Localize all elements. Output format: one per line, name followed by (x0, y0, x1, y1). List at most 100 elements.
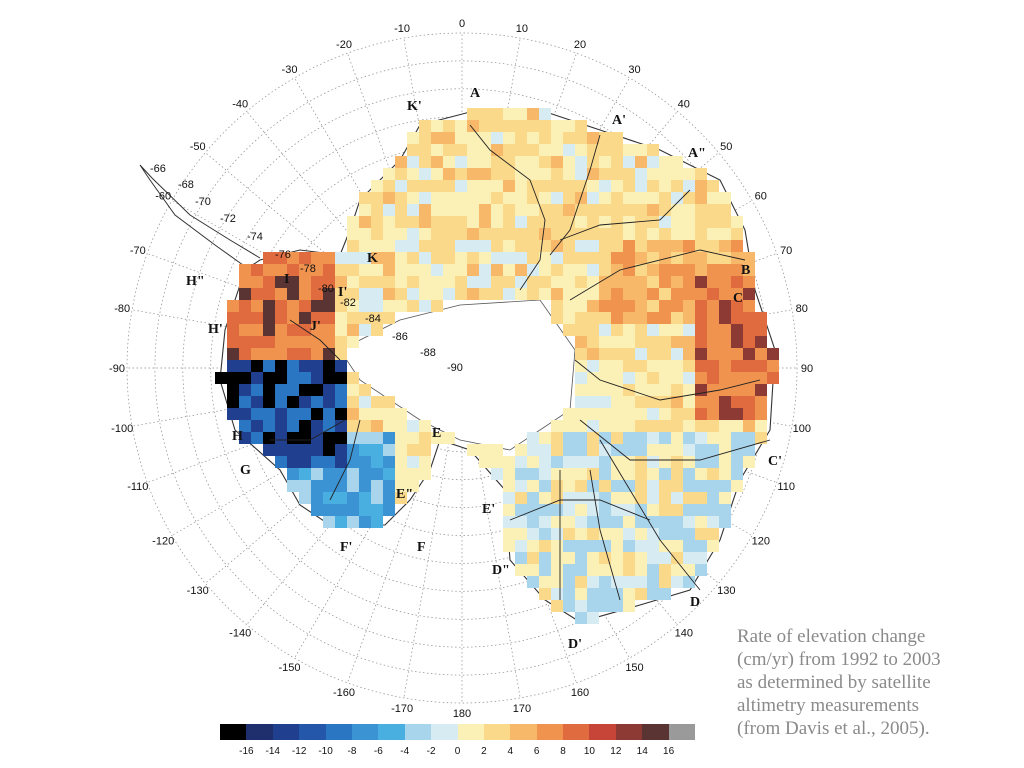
elevation-cell (419, 456, 431, 468)
elevation-cell (359, 432, 371, 444)
elevation-cell (671, 240, 683, 252)
elevation-cell (587, 528, 599, 540)
basin-label: A" (688, 146, 706, 161)
elevation-cell (479, 228, 491, 240)
elevation-cell (647, 468, 659, 480)
elevation-cell (251, 264, 263, 276)
elevation-cell (635, 228, 647, 240)
elevation-cell (287, 300, 299, 312)
elevation-cell (707, 252, 719, 264)
elevation-cell (251, 396, 263, 408)
elevation-cell (635, 396, 647, 408)
elevation-cell (419, 204, 431, 216)
elevation-cell (323, 408, 335, 420)
elevation-cell (671, 276, 683, 288)
elevation-cell (455, 276, 467, 288)
elevation-cell (467, 444, 479, 456)
elevation-cell (335, 324, 347, 336)
elevation-cell (695, 480, 707, 492)
elevation-cell (623, 564, 635, 576)
elevation-cell (359, 408, 371, 420)
colorbar-tick-label: -4 (400, 746, 410, 757)
elevation-cell (383, 312, 395, 324)
elevation-cell (551, 480, 563, 492)
elevation-cell (299, 312, 311, 324)
elevation-cell (611, 528, 623, 540)
elevation-cell (359, 324, 371, 336)
elevation-cell (263, 264, 275, 276)
elevation-cell (419, 264, 431, 276)
latitude-labels: -66 -68-70 -72 -74 -76 -78-80 -82 -84 -86 -88 -90 (150, 163, 463, 374)
longitude-label: -90 (109, 363, 125, 375)
colorbar-swatch (457, 724, 484, 740)
elevation-cell (419, 300, 431, 312)
colorbar-swatch (536, 724, 564, 740)
elevation-cell (611, 324, 623, 336)
elevation-cell (467, 132, 479, 144)
colorbar-tick-label: 2 (481, 746, 487, 757)
elevation-cell (527, 288, 539, 300)
elevation-cell (419, 276, 431, 288)
elevation-cell (647, 552, 659, 564)
elevation-cell (575, 120, 587, 132)
elevation-cell (575, 480, 587, 492)
elevation-cell (575, 528, 587, 540)
elevation-cell (635, 444, 647, 456)
elevation-cell (563, 408, 575, 420)
elevation-cell (323, 312, 335, 324)
elevation-cell (371, 444, 383, 456)
longitude-label: 50 (720, 141, 732, 153)
elevation-cell (563, 120, 575, 132)
elevation-cell (719, 396, 731, 408)
elevation-cell (611, 180, 623, 192)
elevation-cell (287, 408, 299, 420)
colorbar-swatch (299, 724, 326, 740)
longitude-label: -80 (114, 303, 130, 315)
elevation-cell (563, 468, 575, 480)
elevation-cell (527, 276, 539, 288)
caption-line: (from Davis et al., 2005). (737, 718, 930, 739)
elevation-cell (635, 300, 647, 312)
elevation-cell (611, 336, 623, 348)
elevation-cell (707, 432, 719, 444)
elevation-cell (539, 432, 551, 444)
elevation-cell (563, 264, 575, 276)
elevation-cell (635, 456, 647, 468)
elevation-cell (323, 348, 335, 360)
elevation-cell (491, 120, 503, 132)
elevation-cell (707, 324, 719, 336)
elevation-cell (419, 432, 431, 444)
elevation-cell (299, 264, 311, 276)
elevation-cell (251, 276, 263, 288)
elevation-cell (563, 456, 575, 468)
elevation-cell (731, 480, 743, 492)
elevation-cell (635, 468, 647, 480)
elevation-cell (239, 276, 251, 288)
elevation-cell (383, 180, 395, 192)
longitude-label: 180 (453, 708, 471, 720)
colorbar-swatch (431, 724, 458, 740)
elevation-cell (299, 384, 311, 396)
elevation-cell (599, 432, 611, 444)
elevation-cell (551, 156, 563, 168)
elevation-cell (275, 312, 287, 324)
colorbar-swatch (220, 724, 247, 740)
elevation-cell (335, 432, 347, 444)
elevation-cell (503, 276, 515, 288)
elevation-cell (371, 240, 383, 252)
elevation-cell (587, 420, 599, 432)
elevation-cell (275, 444, 287, 456)
latitude-label: -70 (195, 196, 211, 208)
elevation-cell (299, 408, 311, 420)
elevation-cell (467, 276, 479, 288)
elevation-cell (407, 132, 419, 144)
elevation-cell (239, 360, 251, 372)
elevation-cell (323, 264, 335, 276)
elevation-cell (575, 540, 587, 552)
elevation-cell (599, 240, 611, 252)
elevation-cell (515, 228, 527, 240)
elevation-cell (347, 420, 359, 432)
elevation-cell (467, 144, 479, 156)
colorbar-tick-label: 14 (636, 746, 648, 757)
elevation-cell (419, 156, 431, 168)
